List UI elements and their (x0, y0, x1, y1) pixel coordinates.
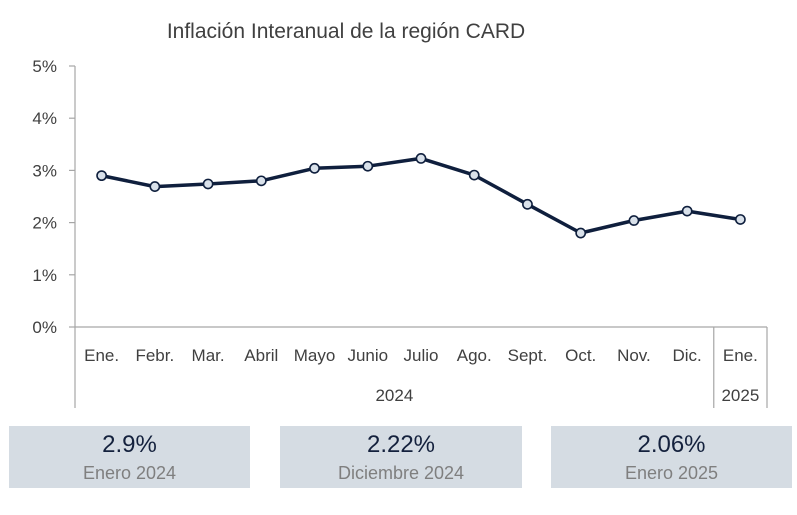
x-group-label: 2025 (721, 386, 759, 405)
chart-title: Inflación Interanual de la región CARD (167, 20, 525, 43)
x-category-label: Febr. (135, 346, 174, 365)
y-tick-label: 2% (32, 214, 57, 233)
data-point (734, 214, 746, 225)
data-point (202, 178, 214, 190)
y-tick-label: 0% (32, 318, 57, 337)
stat-value: 2.22% (366, 431, 436, 458)
x-category-label: Ene. (723, 346, 758, 365)
x-category-label: Junio (347, 346, 388, 365)
x-category-label: Mayo (294, 346, 336, 365)
x-group-label: 2024 (375, 386, 413, 405)
data-point (522, 198, 533, 210)
x-category-label: Oct. (565, 346, 596, 365)
data-point (681, 205, 693, 217)
stat-card-jan-2025: 2.06% Enero 2025 (551, 426, 792, 488)
y-tick-label: 5% (32, 57, 57, 76)
series-inflation (96, 152, 746, 239)
x-axis-year-groups: 2024 2025 (74, 327, 768, 408)
x-category-label: Sept. (508, 346, 548, 365)
data-point (309, 162, 320, 174)
x-category-label: Dic. (673, 346, 702, 365)
x-category-label: Mar. (192, 346, 225, 365)
stat-card-jan-2024: 2.9% Enero 2024 (9, 426, 250, 488)
x-category-label: Julio (404, 346, 439, 365)
data-point (96, 170, 108, 182)
y-tick-label: 4% (32, 109, 57, 128)
stat-value: 2.06% (637, 431, 706, 458)
y-tick-label: 1% (32, 266, 57, 285)
series-line (101, 156, 741, 235)
data-point (468, 169, 480, 181)
y-axis-ticks: 0% 1% 2% 3% 4% 5% (32, 57, 75, 337)
chart-axes (74, 66, 767, 328)
x-category-label: Ene. (84, 346, 119, 365)
data-point (149, 181, 161, 192)
x-category-label: Abril (244, 346, 278, 365)
x-category-label: Nov. (617, 346, 651, 365)
stat-card-dec-2024: 2.22% Diciembre 2024 (280, 426, 522, 488)
y-tick-label: 3% (32, 161, 57, 180)
data-point (415, 152, 427, 164)
stat-value: 2.9% (102, 431, 157, 458)
stat-label: Enero 2025 (624, 463, 719, 483)
x-axis-categories: Ene. Febr. Mar. Abril Mayo Junio Julio Ago. Sept… (84, 346, 758, 365)
inflation-line-chart: Inflación Interanual de la región CARD 0… (32, 20, 768, 408)
stat-label: Enero 2024 (82, 463, 177, 483)
data-point (255, 175, 267, 187)
data-point (575, 227, 587, 239)
data-point (362, 160, 374, 172)
stat-label: Diciembre 2024 (337, 463, 465, 483)
x-category-label: Ago. (457, 346, 492, 365)
data-point (628, 215, 640, 226)
